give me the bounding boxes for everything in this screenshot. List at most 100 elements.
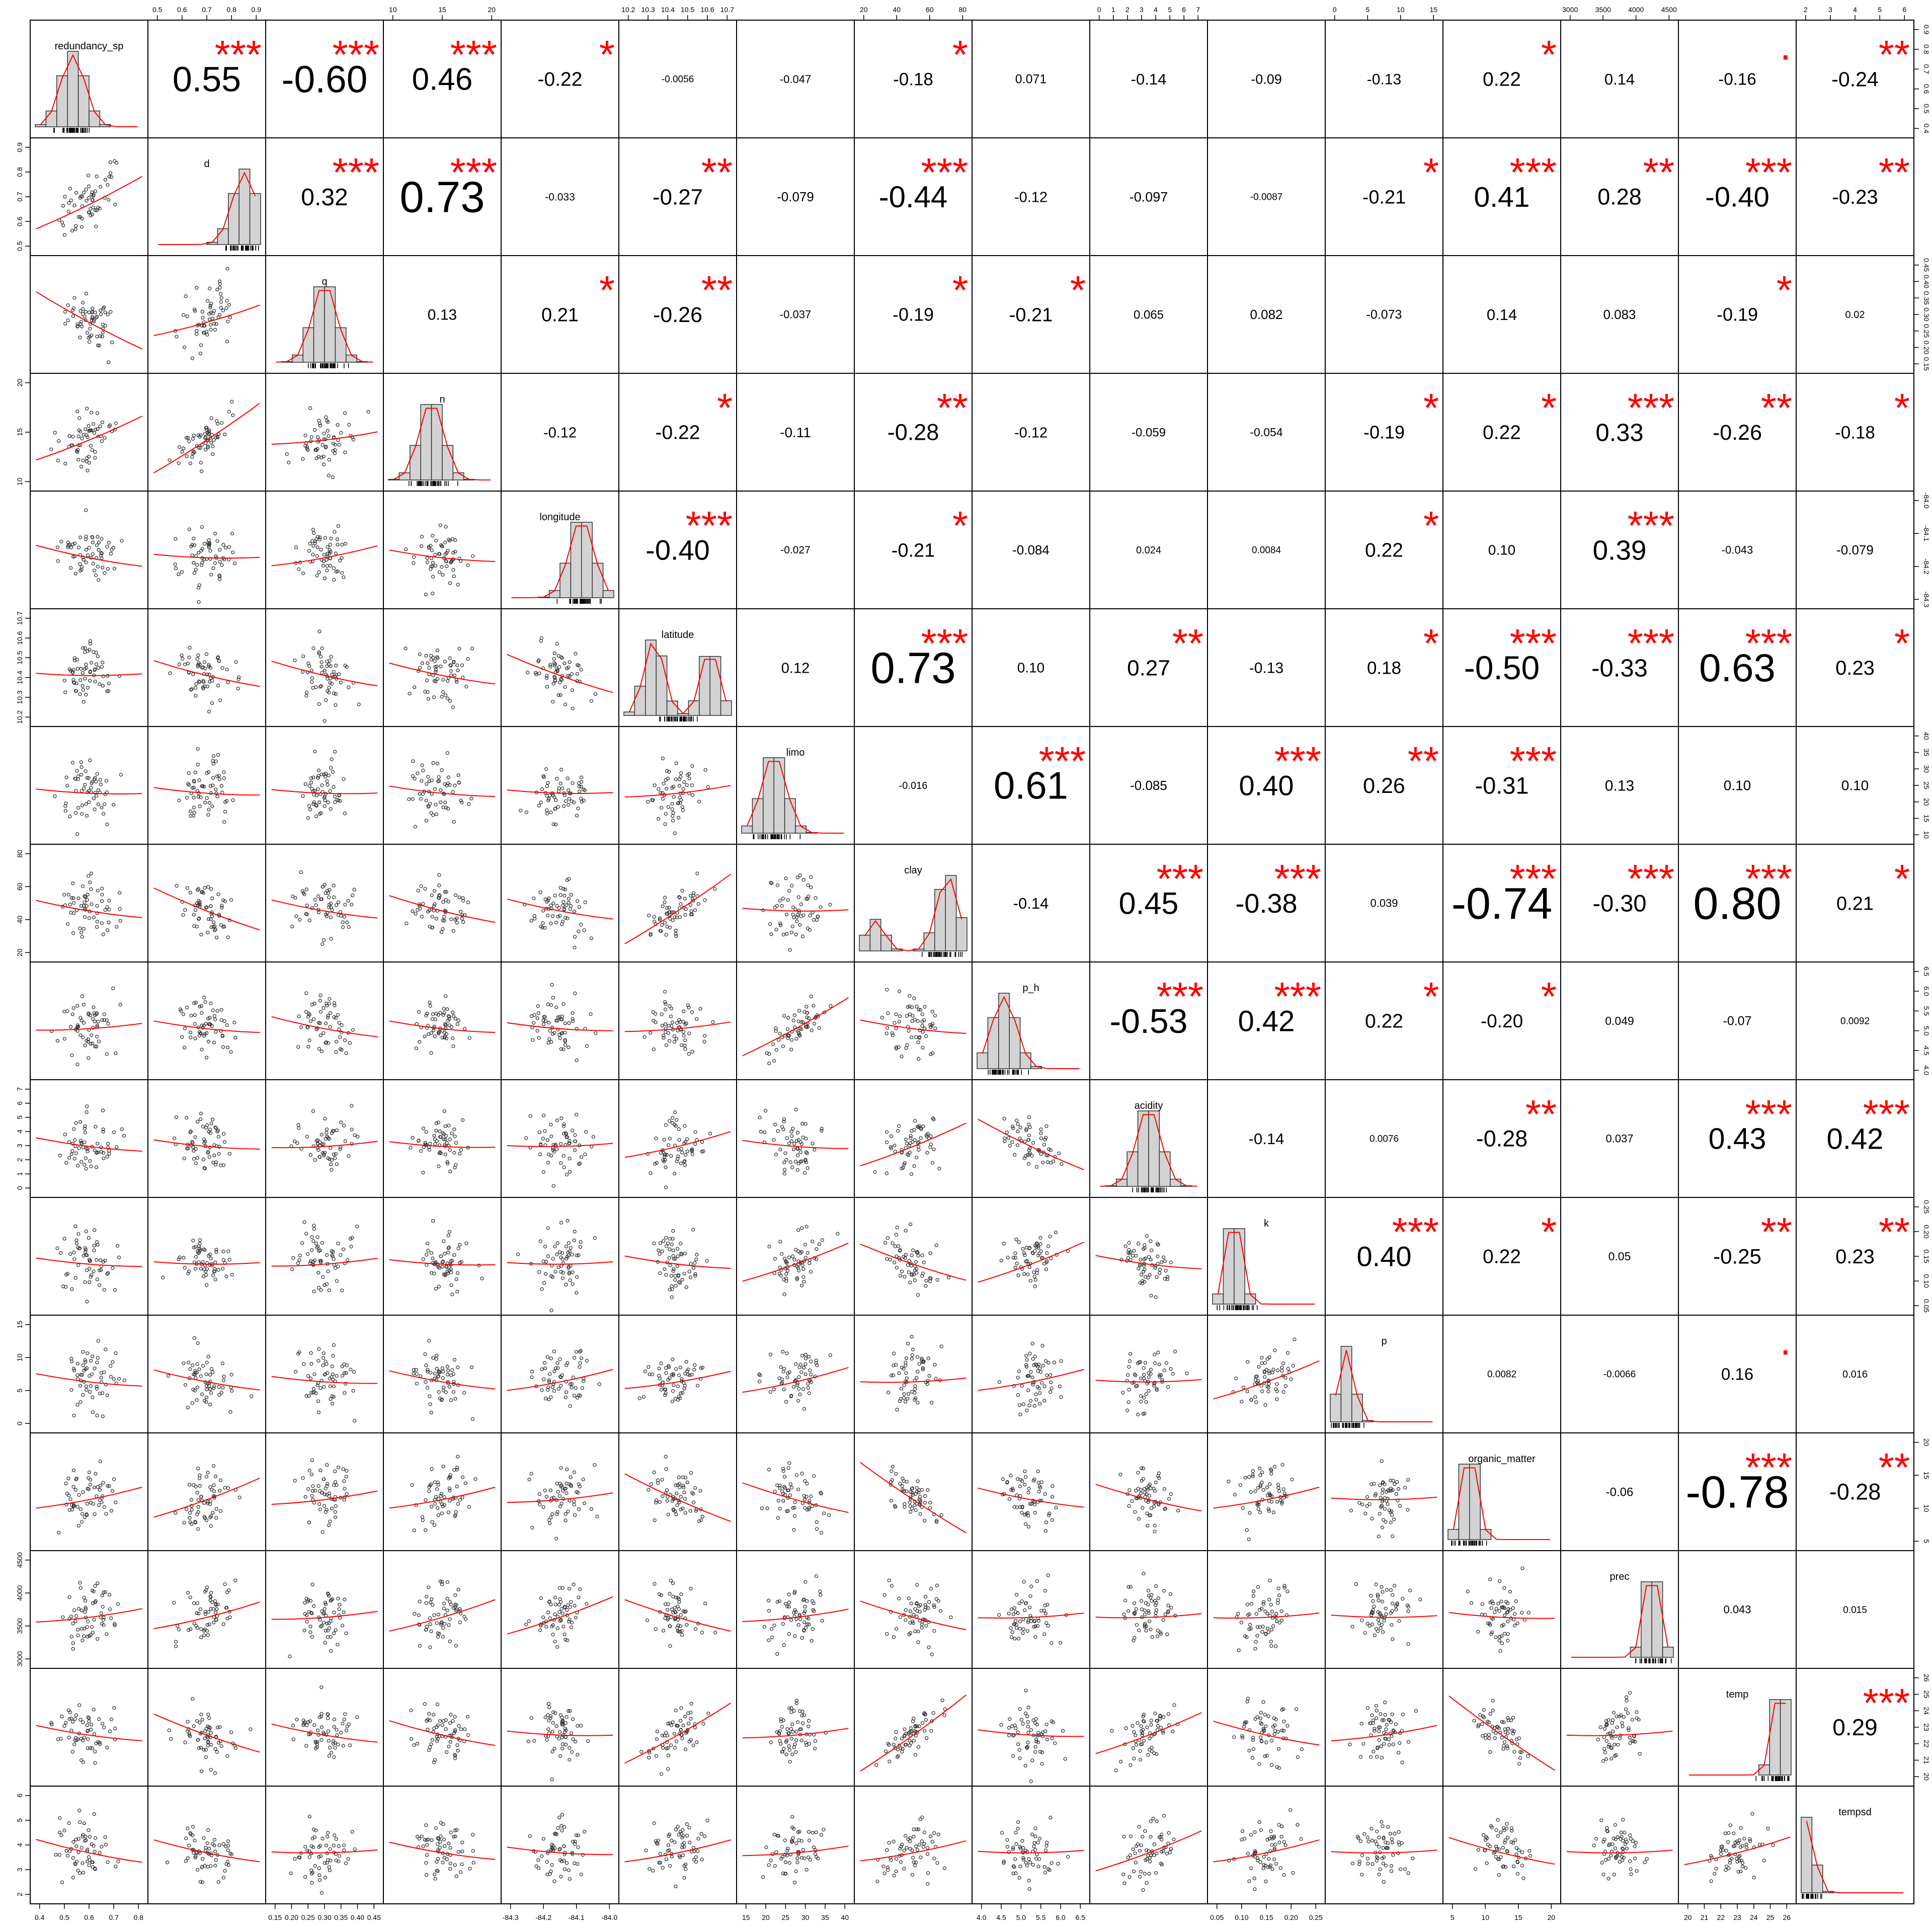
scatter-point [202, 680, 206, 684]
panel-frame [854, 1079, 973, 1198]
scatter-point [196, 795, 200, 799]
scatter-point [1018, 1125, 1022, 1130]
histogram-bar [442, 445, 454, 480]
scatter-point [88, 679, 92, 683]
scatter-point [917, 1148, 921, 1152]
scatter-point [330, 908, 334, 912]
scatter-point [305, 445, 309, 449]
scatter-point [92, 431, 97, 435]
scatter-point [898, 1014, 902, 1018]
scatter-point [449, 560, 453, 565]
scatter-point [907, 1143, 911, 1148]
scatter-point [333, 800, 337, 804]
scatter-panel [271, 991, 378, 1055]
scatter-point [101, 1108, 105, 1112]
scatter-point [1011, 1126, 1015, 1131]
scatter-point [679, 1241, 683, 1246]
scatter-point [448, 581, 452, 585]
scatter-point [439, 664, 443, 669]
scatter-point [541, 921, 545, 925]
panel-frame [30, 1079, 148, 1198]
scatter-point [308, 1261, 312, 1265]
scatter-point [660, 1012, 664, 1016]
scatter-point [215, 287, 219, 292]
scatter-point [895, 1254, 899, 1258]
scatter-point [426, 775, 430, 779]
scatter-point [556, 1387, 561, 1391]
scatter-point [94, 315, 98, 319]
scatter-point [820, 1126, 824, 1131]
scatter-point [188, 461, 193, 465]
correlation-value: 0.071 [1015, 72, 1047, 87]
scatter-point [191, 437, 195, 441]
scatter-point [316, 1245, 320, 1249]
significance-stars: ** [701, 150, 733, 195]
scatter-point [188, 810, 193, 814]
correlation-value: -0.059 [1132, 426, 1166, 439]
scatter-point [558, 886, 562, 890]
scatter-point [451, 1390, 456, 1394]
scatter-point [568, 907, 573, 911]
scatter-point [567, 1241, 571, 1245]
correlation-value: -0.07 [1723, 1014, 1752, 1028]
scatter-point [320, 646, 324, 651]
scatter-point [690, 1148, 694, 1152]
scatter-point [1027, 1153, 1031, 1157]
scatter-point [795, 1131, 800, 1135]
scatter-point [98, 682, 102, 686]
scatter-point [800, 1121, 804, 1125]
scatter-point [436, 1120, 441, 1124]
scatter-point [49, 447, 53, 451]
scatter-point [552, 1389, 556, 1393]
scatter-point [659, 1388, 664, 1392]
scatter-point [322, 431, 326, 436]
scatter-point [460, 1118, 465, 1122]
scatter-point [323, 798, 327, 802]
histogram-bar [666, 700, 678, 716]
panel-frame [854, 1550, 973, 1669]
scatter-point [418, 666, 422, 670]
scatter-point [82, 1003, 86, 1007]
panel-frame [30, 961, 148, 1080]
scatter-point [453, 783, 457, 787]
scatter-point [297, 1258, 301, 1262]
panel-frame [1207, 1786, 1326, 1904]
scatter-point [332, 1015, 336, 1019]
scatter-point [578, 1365, 582, 1369]
scatter-point [69, 1356, 73, 1360]
scatter-point [189, 688, 193, 692]
scatter-point [430, 926, 434, 930]
scatter-panel [271, 1104, 378, 1172]
scatter-point [796, 1019, 800, 1023]
scatter-point [568, 1170, 572, 1174]
scatter-point [91, 1041, 95, 1045]
scatter-point [220, 790, 224, 794]
scatter-point [73, 227, 77, 231]
scatter-point [81, 688, 86, 692]
scatter-point [192, 433, 196, 438]
scatter-point [186, 782, 190, 786]
scatter-point [294, 914, 298, 918]
scatter-point [187, 439, 191, 443]
scatter-point [192, 1245, 196, 1250]
scatter-point [86, 686, 90, 690]
histogram-bar [955, 917, 968, 951]
scatter-point [209, 917, 213, 921]
scatter-point [329, 664, 333, 668]
scatter-point [335, 903, 339, 907]
scatter-point [784, 1260, 788, 1264]
scatter-point [427, 779, 431, 783]
scatter-point [87, 310, 91, 314]
panel-frame [30, 1315, 148, 1433]
correlation-value: 0.41 [1474, 181, 1530, 213]
scatter-point [65, 1271, 70, 1276]
scatter-point [330, 1249, 334, 1253]
scatter-point [86, 468, 90, 472]
scatter-point [891, 1241, 895, 1245]
scatter-point [205, 905, 209, 909]
scatter-point [548, 793, 552, 797]
scatter-point [444, 806, 448, 810]
scatter-point [86, 1147, 90, 1151]
scatter-point [93, 776, 97, 780]
scatter-point [210, 914, 214, 918]
